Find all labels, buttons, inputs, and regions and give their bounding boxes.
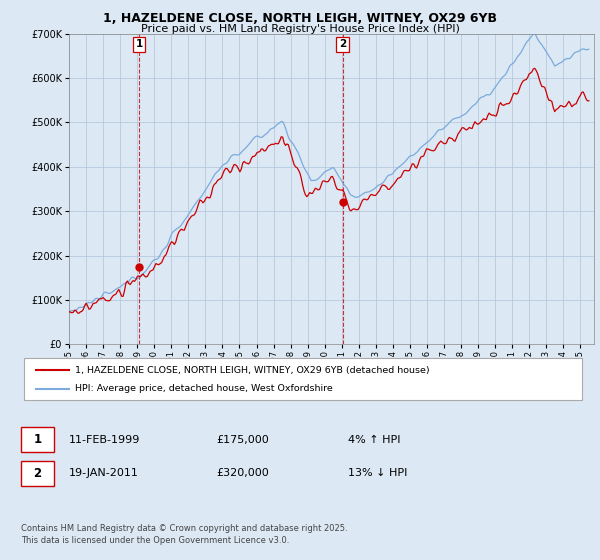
Text: 2: 2	[34, 466, 41, 480]
Text: 4% ↑ HPI: 4% ↑ HPI	[348, 435, 401, 445]
Text: £320,000: £320,000	[216, 468, 269, 478]
Text: HPI: Average price, detached house, West Oxfordshire: HPI: Average price, detached house, West…	[75, 384, 333, 393]
Text: 1: 1	[34, 433, 41, 446]
Text: 2: 2	[339, 39, 346, 49]
Text: 1, HAZELDENE CLOSE, NORTH LEIGH, WITNEY, OX29 6YB: 1, HAZELDENE CLOSE, NORTH LEIGH, WITNEY,…	[103, 12, 497, 25]
Text: Price paid vs. HM Land Registry's House Price Index (HPI): Price paid vs. HM Land Registry's House …	[140, 24, 460, 34]
Text: 11-FEB-1999: 11-FEB-1999	[69, 435, 140, 445]
Text: 1, HAZELDENE CLOSE, NORTH LEIGH, WITNEY, OX29 6YB (detached house): 1, HAZELDENE CLOSE, NORTH LEIGH, WITNEY,…	[75, 366, 430, 375]
Text: Contains HM Land Registry data © Crown copyright and database right 2025.
This d: Contains HM Land Registry data © Crown c…	[21, 524, 347, 545]
Text: 13% ↓ HPI: 13% ↓ HPI	[348, 468, 407, 478]
Text: £175,000: £175,000	[216, 435, 269, 445]
Text: 19-JAN-2011: 19-JAN-2011	[69, 468, 139, 478]
Text: 1: 1	[136, 39, 143, 49]
